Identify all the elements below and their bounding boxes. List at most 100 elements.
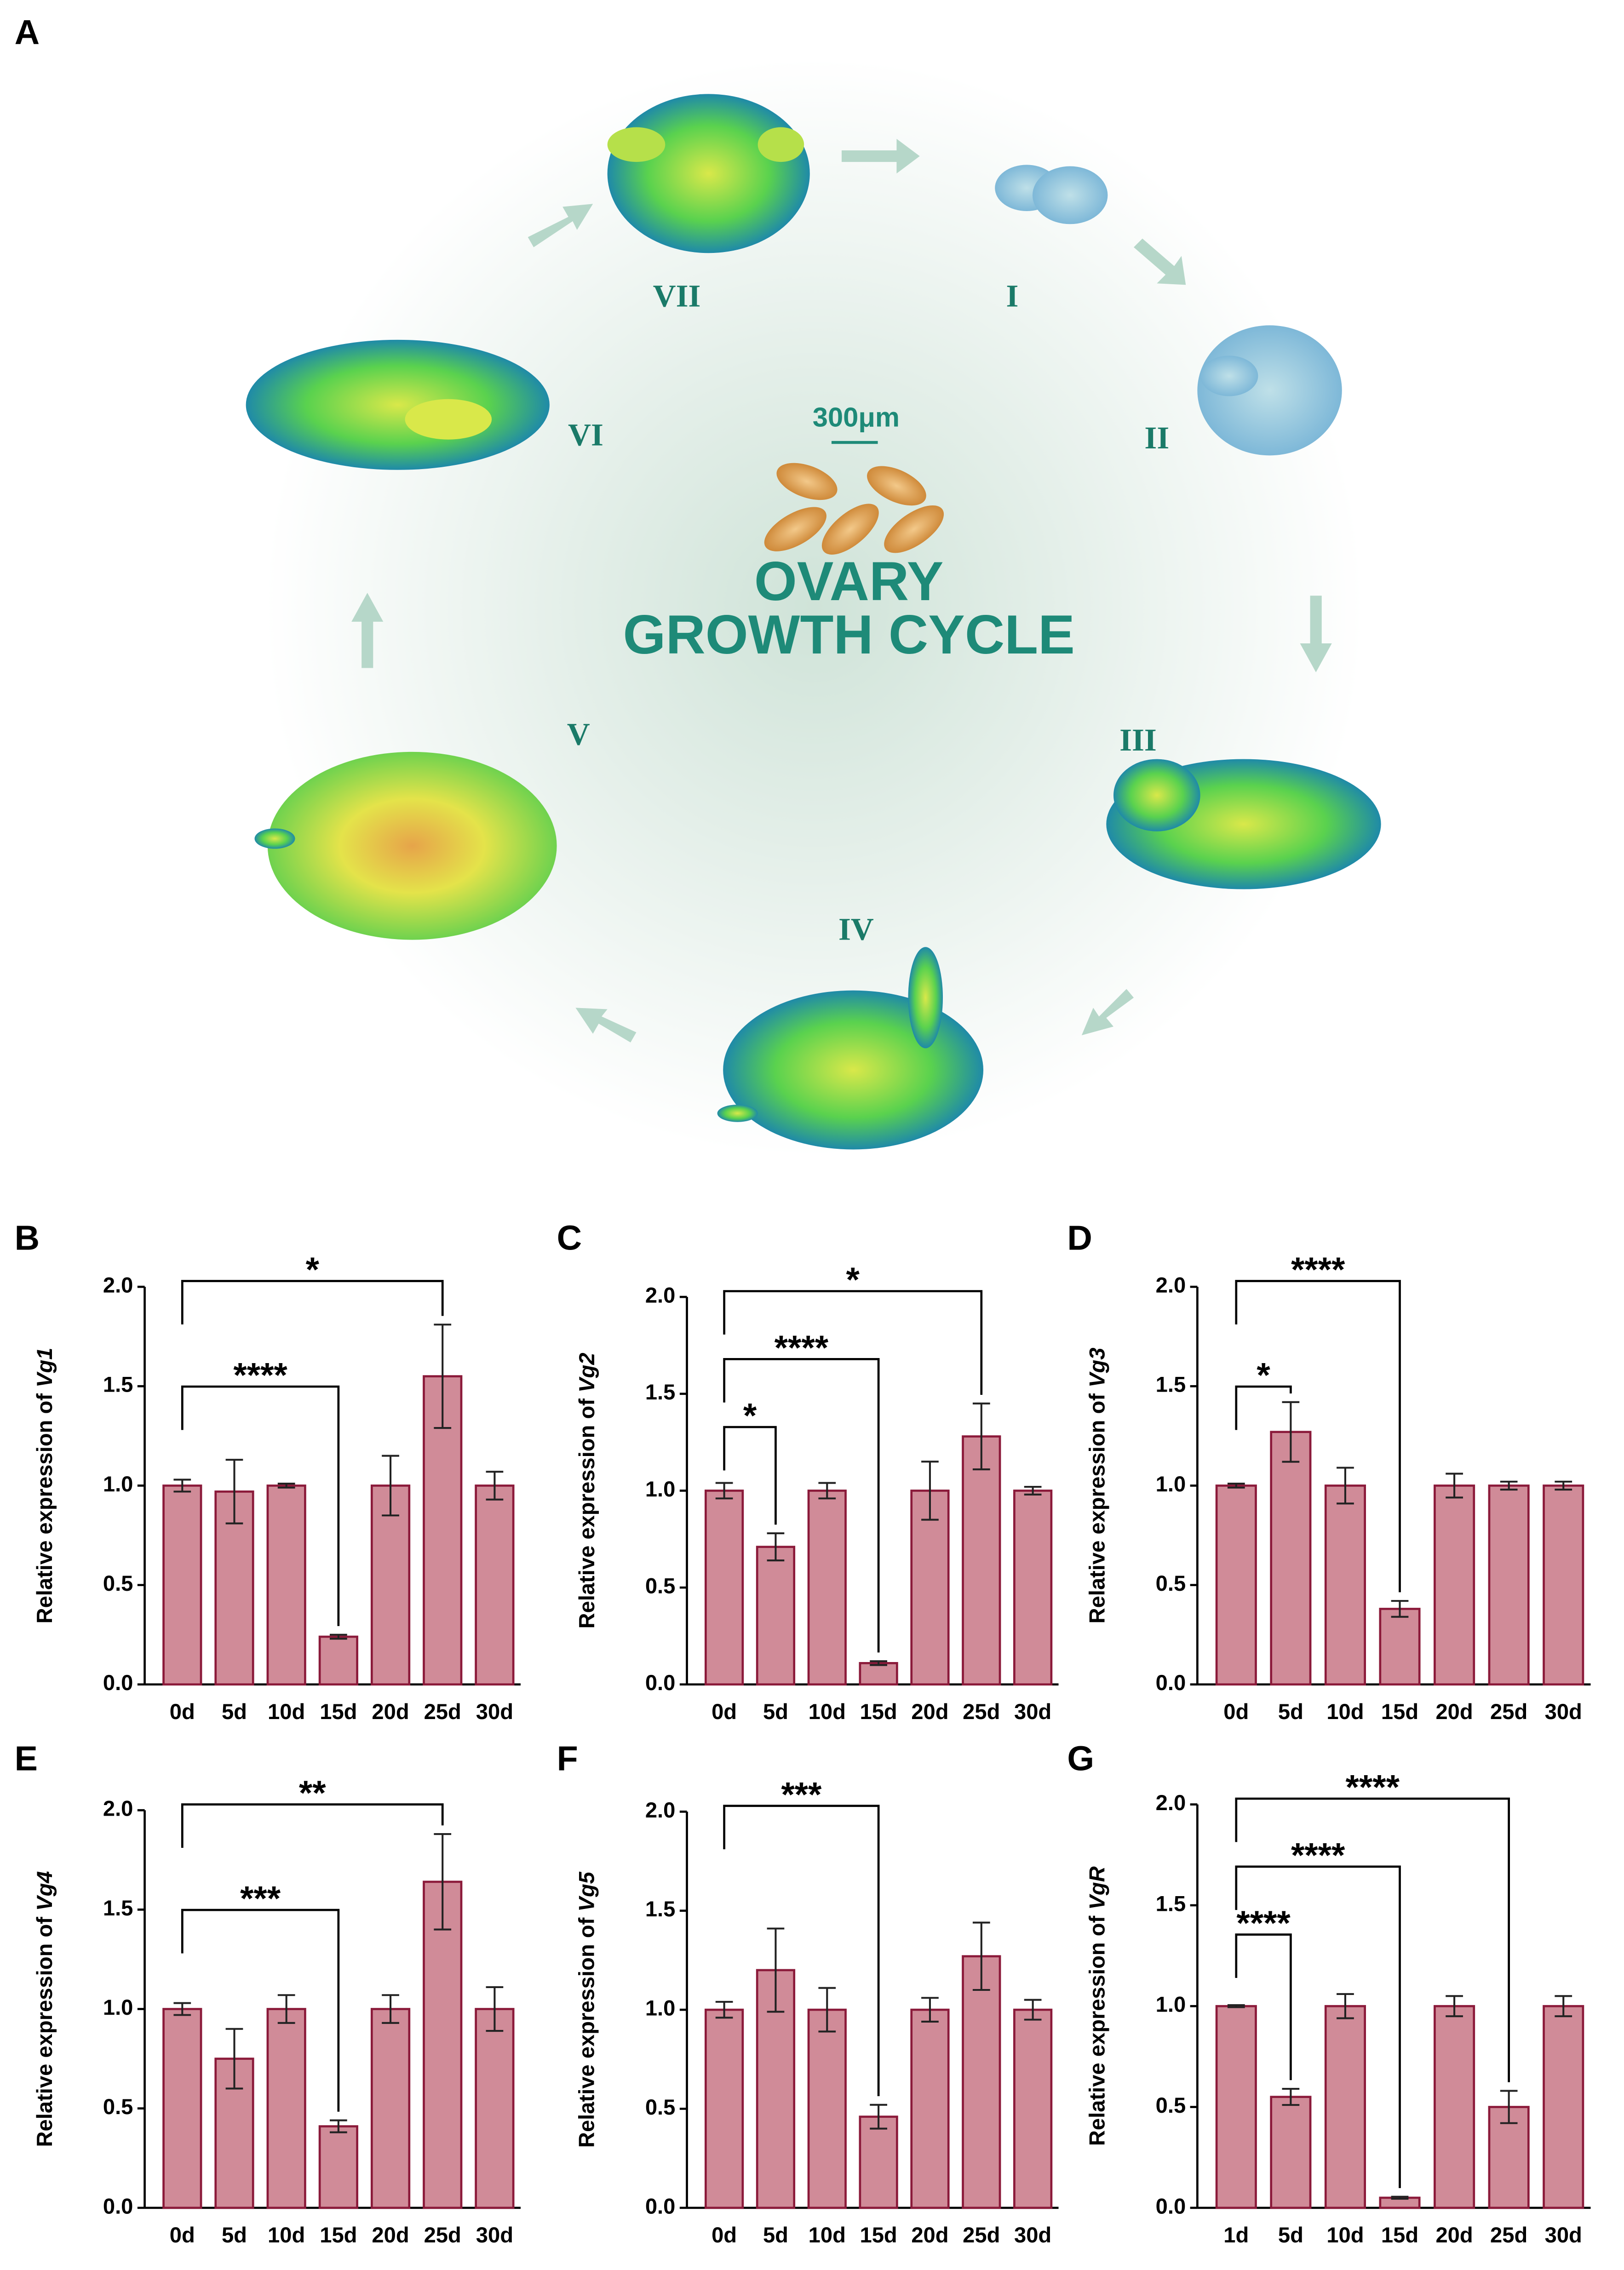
y-axis-label: Relative expression of Vg5	[574, 1871, 599, 2148]
bar	[266, 2008, 306, 2209]
y-axis-label: Relative expression of Vg2	[574, 1353, 599, 1628]
y-tick-label: 1.0	[645, 1477, 676, 1501]
cycle-arrows	[351, 138, 1332, 1043]
panel-a: A 300μm OVARY GROWTH	[15, 12, 1381, 1157]
bar	[370, 1485, 411, 1686]
significance-bracket	[1235, 1865, 1401, 2188]
error-bar	[767, 1532, 785, 1562]
stage-label: I	[1006, 278, 1018, 314]
bar	[1013, 2008, 1053, 2209]
error-bar	[1337, 1467, 1354, 1505]
panel-letter: F	[557, 1739, 578, 1777]
x-tick-label: 5d	[222, 2223, 247, 2247]
eggs	[764, 463, 944, 555]
error-bar	[1282, 1401, 1300, 1463]
bar	[475, 2008, 515, 2209]
x-tick-label: 1d	[1223, 2223, 1249, 2247]
x-tick-label: 5d	[763, 2223, 788, 2247]
stage-label: IV	[838, 911, 874, 947]
y-tick-label: 1.0	[103, 1995, 133, 2019]
error-bar	[1500, 2090, 1518, 2124]
bar	[1379, 1608, 1421, 1686]
x-tick-label: 30d	[476, 2223, 513, 2247]
bar	[1013, 1490, 1053, 1686]
y-tick-label: 0.5	[1156, 1571, 1186, 1595]
bar	[859, 2115, 898, 2209]
error-bar	[486, 1986, 504, 2032]
significance-label: ****	[775, 1328, 829, 1367]
bar	[704, 1490, 744, 1686]
x-tick-label: 5d	[222, 1699, 247, 1724]
x-tick-label: 25d	[1490, 2223, 1527, 2247]
error-bar	[972, 1921, 990, 1991]
significance-label: ***	[781, 1775, 822, 1814]
chart-panel: F Relative expression of Vg5 0.0 0.5 1.0 1.5 2…	[557, 1739, 1059, 2247]
y-axis-label: Relative expression of VgR	[1085, 1866, 1109, 2146]
x-tick-label: 10d	[268, 1699, 305, 1724]
significance-bracket	[1235, 1933, 1292, 2081]
y-tick-label: 2.0	[645, 1798, 676, 1822]
y-tick-label: 2.0	[645, 1283, 676, 1307]
y-tick-label: 1.5	[1156, 1891, 1186, 1915]
y-tick-label: 1.5	[645, 1897, 676, 1921]
y-tick-label: 0.0	[1156, 2194, 1186, 2218]
error-bar	[382, 1994, 399, 2024]
error-bar	[1024, 1999, 1042, 2021]
x-tick-label: 0d	[170, 2223, 195, 2247]
error-bar	[1227, 1483, 1245, 1489]
y-axis-label-gene: Vg4	[32, 1871, 57, 1911]
error-bar	[715, 1482, 733, 1500]
y-tick-label: 1.0	[1156, 1992, 1186, 2017]
error-bar	[870, 2104, 887, 2130]
bar	[318, 2125, 358, 2209]
y-axis-label-gene: Vg1	[32, 1347, 57, 1387]
bar	[1215, 2005, 1257, 2209]
bar	[859, 1662, 898, 1686]
significance-label: *	[1257, 1356, 1270, 1394]
significance-bracket	[723, 1290, 983, 1395]
ovary-images	[246, 94, 1381, 1150]
bar	[162, 1485, 202, 1686]
x-tick-label: 10d	[1326, 1699, 1364, 1724]
chart-panel: C Relative expression of Vg2 0.0 0.5 1.0 1.5 2…	[557, 1218, 1059, 1724]
error-bar	[715, 2001, 733, 2019]
cycle-title: OVARY	[754, 551, 944, 612]
significance-bracket	[1235, 1280, 1401, 1593]
x-tick-label: 5d	[1278, 1699, 1303, 1724]
x-tick-label: 10d	[809, 1699, 846, 1724]
stage-label: VI	[568, 417, 603, 452]
y-axis-label-gene: VgR	[1085, 1866, 1109, 1909]
error-bar	[277, 1994, 295, 2024]
error-bar	[329, 1634, 347, 1640]
y-tick-label: 1.5	[103, 1372, 133, 1397]
panel-letter: D	[1067, 1218, 1092, 1257]
y-tick-label: 0.5	[103, 2094, 133, 2119]
bar	[1543, 2005, 1584, 2209]
chart-panel: B Relative expression of Vg1 0.0 0.5 1.0 1.5 2…	[15, 1218, 521, 1724]
significance-bracket	[1235, 1797, 1510, 2082]
scale-bar-label: 300μm	[813, 402, 900, 433]
error-bar	[1024, 1485, 1042, 1496]
significance-bracket	[181, 1280, 444, 1324]
y-axis-label-gene: Vg3	[1085, 1347, 1109, 1387]
stage-label: II	[1144, 420, 1169, 455]
bar	[162, 2008, 202, 2209]
y-tick-label: 0.5	[645, 1574, 676, 1598]
bar	[704, 2008, 744, 2209]
y-axis-label-text: Relative expression of	[574, 1912, 599, 2148]
x-tick-label: 15d	[860, 1699, 897, 1724]
significance-bracket	[723, 1358, 880, 1653]
x-tick-label: 5d	[763, 1699, 788, 1724]
bar	[807, 1490, 847, 1686]
x-tick-label: 15d	[1381, 1699, 1418, 1724]
y-axis-label-text: Relative expression of	[1085, 1910, 1109, 2146]
x-tick-label: 20d	[911, 1699, 948, 1724]
cycle-title: GROWTH CYCLE	[623, 604, 1075, 665]
y-tick-label: 0.0	[103, 2194, 133, 2218]
error-bar	[1391, 2195, 1409, 2200]
significance-bracket	[181, 1803, 444, 1848]
x-tick-label: 25d	[424, 2223, 461, 2247]
y-tick-label: 1.0	[645, 1996, 676, 2020]
error-bar	[225, 2028, 243, 2090]
x-tick-label: 10d	[809, 2223, 846, 2247]
